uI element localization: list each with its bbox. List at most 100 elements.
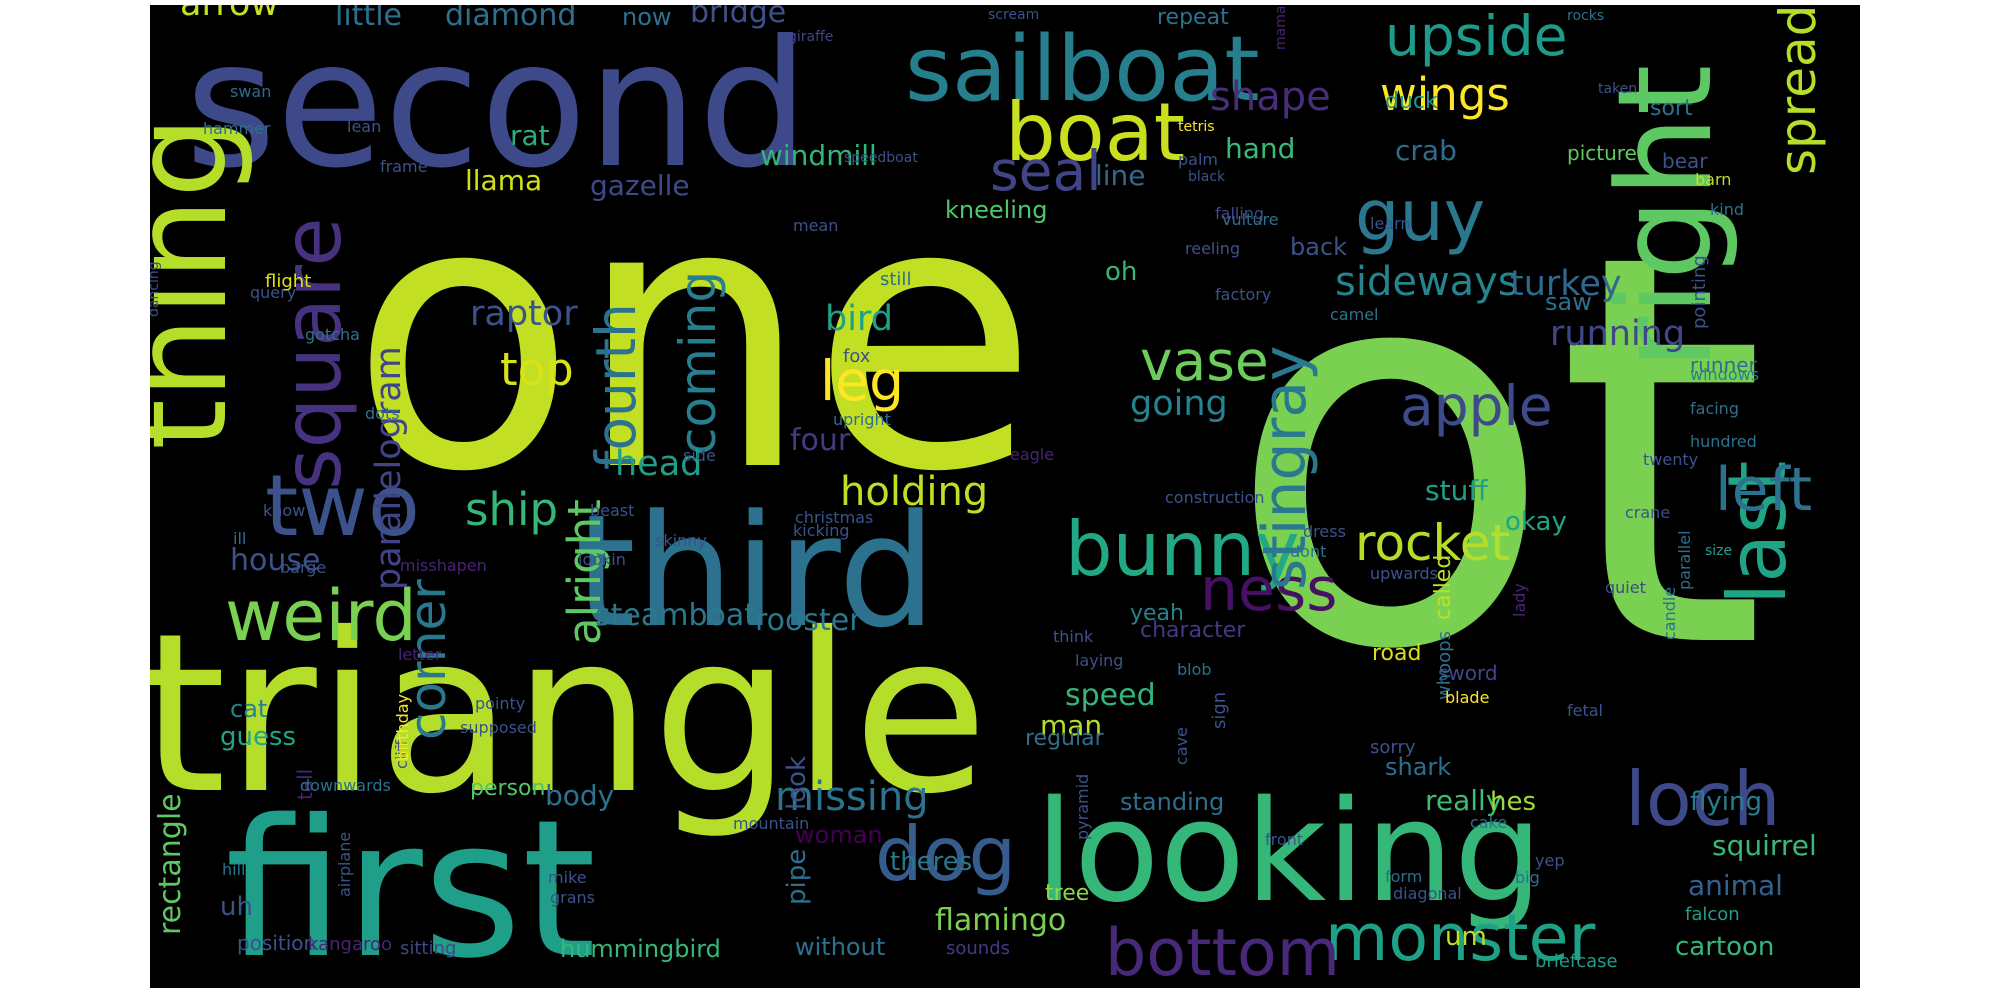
word-ill: ill [233, 529, 246, 548]
word-shape: shape [1210, 74, 1331, 120]
word-reeling: reeling [1185, 239, 1240, 258]
word-speedboat: speedboat [844, 150, 918, 166]
word-one: one [350, 123, 1039, 553]
word-skinny: skinny [655, 531, 707, 550]
word-briefcase: briefcase [1535, 951, 1618, 972]
word-last: last [1711, 461, 1804, 605]
word-flying: flying [1690, 787, 1762, 817]
word-falling: falling [1215, 204, 1264, 223]
word-cake: cake [1470, 813, 1507, 832]
word-raptor: raptor [470, 294, 578, 334]
word-lean: lean [347, 117, 381, 136]
word-bear: bear [1662, 149, 1708, 173]
word-tree: tree [1045, 881, 1089, 906]
word-apple: apple [1400, 374, 1553, 438]
word-spread: spread [1769, 5, 1827, 175]
word-whoops: whoops [1434, 631, 1455, 700]
word-little: little [335, 5, 402, 33]
word-position: position [237, 931, 316, 955]
word-sitting: sitting [400, 938, 456, 959]
word-right: right [1589, 65, 1741, 370]
word-gazelle: gazelle [590, 169, 690, 202]
word-lookin: lookin [578, 550, 626, 569]
word-arrow: arrow [180, 5, 279, 24]
word-animal: animal [1688, 869, 1783, 902]
word-missing: missing [775, 774, 929, 820]
word-wings: wings [1380, 68, 1510, 121]
word-tall: tall [293, 769, 317, 800]
word-sort: sort [1650, 96, 1693, 121]
word-left: left [1715, 455, 1812, 525]
word-upright: upright [833, 410, 891, 429]
word-palm: palm [1178, 150, 1218, 169]
word-vulture: vulture [1222, 210, 1279, 229]
word-ness: ness [1200, 555, 1337, 625]
word-letter: letter [398, 645, 442, 664]
word-giraffe: giraffe [788, 29, 833, 45]
word-thing: thing [150, 116, 256, 450]
word-scream: scream [988, 7, 1039, 23]
word-woman: woman [795, 821, 883, 849]
word-house: house [230, 543, 320, 578]
word-guy: guy [1355, 175, 1485, 257]
word-kangaroo: kangaroo [308, 934, 392, 955]
word-kneeling: kneeling [945, 196, 1047, 224]
word-upside: upside [1385, 5, 1567, 68]
word-hes: hes [1490, 787, 1536, 817]
word-now: now [622, 5, 672, 31]
word-flight: flight [265, 271, 311, 292]
word-diagonal: diagonal [1393, 884, 1462, 903]
word-triangle: triangle [150, 586, 988, 842]
word-duck: duck [1385, 89, 1438, 114]
word-mike: mike [548, 868, 587, 887]
word-misshapen: misshapen [400, 556, 487, 575]
word-airplane: airplane [335, 832, 354, 897]
word-kicking: kicking [793, 521, 850, 540]
word-hill: hill [222, 860, 245, 879]
word-leg: leg [820, 349, 904, 413]
word-llama: llama [465, 164, 542, 197]
word-loch: loch [1625, 755, 1781, 843]
word-candle: candle [1660, 587, 1679, 640]
word-vase: vase [1140, 329, 1269, 393]
word-sword: sword [1438, 661, 1498, 685]
word-four: four [790, 423, 851, 458]
word-parallelogram: parallelogram [369, 346, 409, 590]
word-think: think [1053, 627, 1094, 646]
word-pointing: pointing [1689, 255, 1710, 329]
word-bird: bird [825, 299, 893, 339]
word-tetris: tetris [1178, 119, 1215, 135]
word-sailboat: sailboat [905, 17, 1260, 122]
word-rooster: rooster [755, 603, 862, 638]
word-hummingbird: hummingbird [560, 935, 721, 963]
word-boat: boat [1005, 86, 1185, 179]
word-sign: sign [1209, 692, 1230, 729]
word-two: two [265, 457, 420, 556]
word-running: running [1550, 314, 1685, 354]
word-seal: seal [990, 139, 1101, 203]
word-weird: weird [225, 575, 417, 657]
word-cartoon: cartoon [1675, 932, 1774, 962]
word-dog: dog [875, 810, 1016, 898]
word-rocket: rocket [1355, 514, 1510, 572]
word-black: black [1188, 169, 1226, 185]
word-still: still [880, 269, 911, 290]
word-called: called [1431, 555, 1456, 620]
word-sideways: sideways [1335, 259, 1519, 305]
word-guess: guess [220, 722, 296, 752]
word-road: road [1372, 641, 1421, 666]
word-saw: saw [1545, 288, 1592, 316]
word-frame: frame [380, 157, 427, 176]
word-cave: cave [1172, 727, 1191, 765]
word-flamingo: flamingo [935, 903, 1066, 938]
word-sorry: sorry [1370, 737, 1416, 758]
word-yeah: yeah [1130, 601, 1184, 626]
word-yep: yep [1535, 851, 1564, 870]
word-grans: grans [550, 888, 595, 907]
word-rectangle: rectangle [153, 793, 188, 935]
word-blob: blob [1177, 660, 1212, 679]
word-blade: blade [1445, 688, 1489, 707]
word-fourth: fourth [584, 303, 648, 470]
word-dots: dots [365, 404, 400, 423]
